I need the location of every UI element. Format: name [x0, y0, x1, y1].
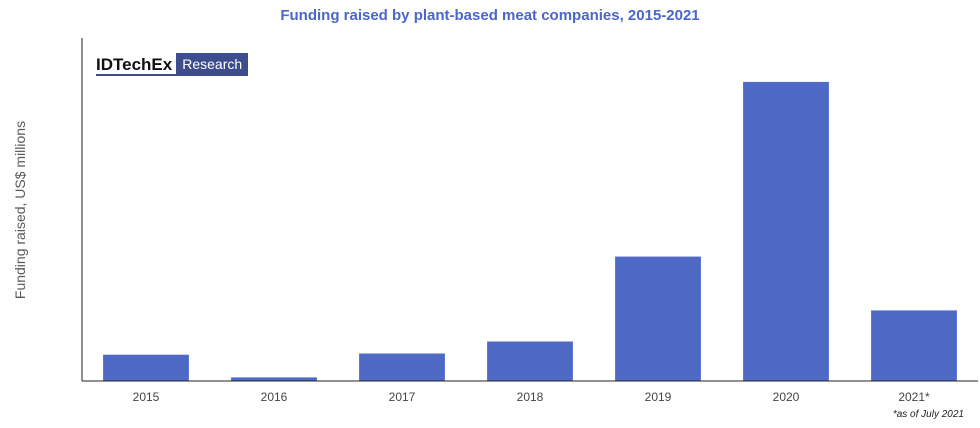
x-tick-2021: 2021* [898, 390, 930, 404]
x-tick-2017: 2017 [389, 390, 416, 404]
bars-group [103, 81, 957, 382]
x-tick-2016: 2016 [261, 390, 288, 404]
bar-2020 [743, 81, 829, 382]
bar-2016 [231, 377, 317, 381]
x-tick-2019: 2019 [645, 390, 672, 404]
logo-research-tag: Research [176, 53, 249, 76]
x-tick-2018: 2018 [517, 390, 544, 404]
bar-2018 [487, 341, 573, 381]
bar-2017 [359, 353, 445, 381]
bar-2021 [871, 310, 957, 381]
bar-2019 [615, 256, 701, 381]
x-tick-2015: 2015 [133, 390, 160, 404]
idtechex-logo: IDTechEx Research [96, 53, 249, 76]
chart-title: Funding raised by plant-based meat compa… [280, 7, 700, 24]
x-tick-labels: 2015 2016 2017 2018 2019 2020 2021* [133, 390, 930, 404]
logo-brand-text: IDTechEx [96, 53, 177, 76]
x-tick-2020: 2020 [773, 390, 800, 404]
bar-2015 [103, 354, 189, 381]
footnote: *as of July 2021 [892, 409, 964, 420]
